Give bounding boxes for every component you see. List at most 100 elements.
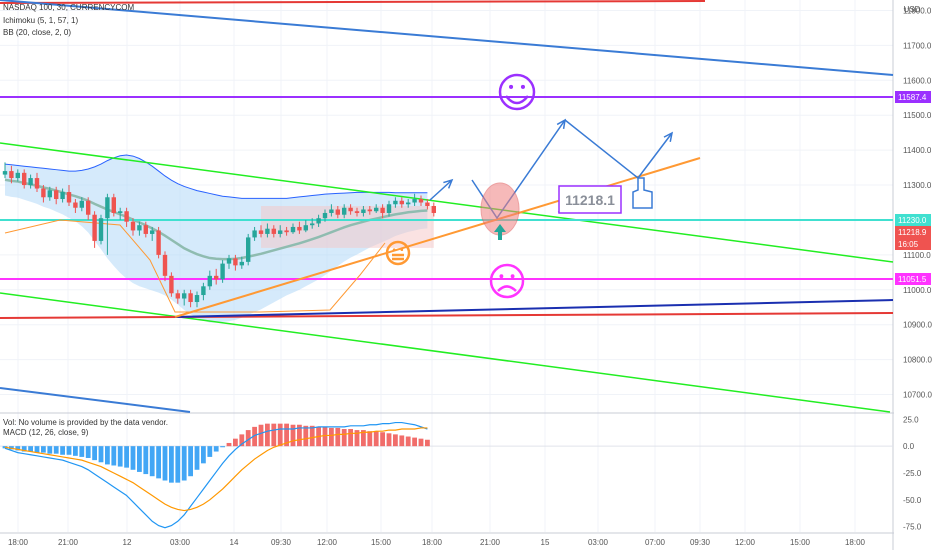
bb-mid-line bbox=[4, 178, 428, 261]
macd-histogram-bar bbox=[105, 446, 110, 465]
macd-histogram-bar bbox=[201, 446, 206, 464]
macd-histogram-bar bbox=[169, 446, 174, 483]
candle-body bbox=[239, 261, 244, 266]
candle-body bbox=[188, 293, 193, 303]
macd-tick-label: 25.0 bbox=[903, 415, 919, 424]
candle-body bbox=[124, 211, 129, 222]
candle-body bbox=[393, 200, 398, 205]
happy-face-icon bbox=[498, 73, 536, 111]
sad-face-icon-mouth bbox=[497, 285, 517, 292]
macd-histogram-bar bbox=[156, 446, 161, 479]
bollinger-band-fill bbox=[4, 154, 434, 323]
blue-channel-bottom bbox=[0, 387, 191, 413]
time-tick-label: 12 bbox=[123, 538, 132, 547]
time-tick-label: 21:00 bbox=[480, 538, 501, 547]
bollinger-fill bbox=[5, 155, 428, 323]
time-tick-label: 09:30 bbox=[690, 538, 711, 547]
candle-body bbox=[425, 202, 430, 206]
legend-ichimoku[interactable]: Ichimoku (5, 1, 57, 1) bbox=[3, 16, 79, 25]
macd-histogram-bar bbox=[21, 446, 27, 452]
candle-body bbox=[41, 188, 46, 198]
candle-body bbox=[182, 293, 187, 299]
happy-face-icon-face bbox=[498, 73, 536, 111]
macd-pane bbox=[0, 421, 893, 529]
candle-body bbox=[348, 207, 353, 212]
candle-body bbox=[271, 228, 276, 234]
macd-histogram-bar bbox=[73, 446, 78, 456]
macd-histogram-bar bbox=[149, 446, 155, 477]
macd-histogram-bar bbox=[111, 446, 117, 466]
macd-histogram-bar bbox=[117, 446, 123, 467]
sad-face-icon-eye bbox=[510, 274, 515, 279]
candle-body bbox=[329, 209, 334, 213]
macd-histogram-bar bbox=[335, 427, 341, 447]
candle-body bbox=[233, 258, 238, 266]
macd-histogram-bar bbox=[175, 446, 181, 483]
annotation-label: 11218.1 bbox=[565, 192, 615, 208]
legend-macd[interactable]: MACD (12, 26, close, 9) bbox=[3, 428, 89, 437]
macd-tick-label: -50.0 bbox=[903, 496, 922, 505]
macd-histogram-bar bbox=[28, 446, 33, 452]
legend-symbol[interactable]: NASDAQ 100, 30, CURRENCYCOM bbox=[3, 3, 135, 12]
time-tick-label: 07:00 bbox=[645, 538, 666, 547]
price-tick-label: 11500.0 bbox=[903, 111, 932, 120]
macd-histogram-bar bbox=[130, 446, 136, 470]
macd-histogram-bar bbox=[373, 431, 379, 447]
candle-body bbox=[9, 171, 14, 179]
candle-body bbox=[207, 275, 212, 287]
candle-body bbox=[28, 178, 33, 186]
macd-histogram-bar bbox=[399, 435, 405, 447]
candle-body bbox=[22, 172, 27, 186]
macd-histogram-bar bbox=[380, 432, 385, 447]
bb-upper-line bbox=[4, 154, 428, 199]
candle-body bbox=[54, 190, 59, 200]
sad-face-icon bbox=[489, 263, 525, 299]
macd-histogram-bar bbox=[418, 438, 424, 447]
macd-histogram-bar bbox=[393, 434, 398, 447]
candle-body bbox=[278, 230, 283, 234]
legend-vol[interactable]: Vol: No volume is provided by the data v… bbox=[3, 418, 168, 427]
candle-body bbox=[226, 258, 232, 264]
price-tick-label: 11300.0 bbox=[903, 181, 932, 190]
macd-histogram-bar bbox=[303, 425, 309, 447]
macd-histogram-bar bbox=[98, 446, 104, 463]
macd-histogram-bar bbox=[386, 433, 392, 447]
candle-body bbox=[380, 207, 385, 213]
happy-face-icon-eye bbox=[509, 84, 514, 89]
price-tick-label: 11600.0 bbox=[903, 76, 932, 85]
candle-body bbox=[201, 286, 206, 296]
macd-histogram-bar bbox=[53, 446, 59, 454]
legend-bb[interactable]: BB (20, close, 2, 0) bbox=[3, 28, 72, 37]
candle-body bbox=[361, 209, 366, 213]
candle-body bbox=[34, 178, 40, 189]
macd-histogram-bar bbox=[60, 446, 65, 455]
macd-histogram-bar bbox=[277, 423, 283, 447]
candle-body bbox=[66, 192, 72, 203]
macd-histogram-bar bbox=[233, 438, 238, 447]
macd-histogram-bar bbox=[41, 446, 46, 453]
time-tick-label: 12:00 bbox=[317, 538, 338, 547]
annotation-box bbox=[558, 185, 622, 214]
candle-body bbox=[118, 211, 123, 213]
time-axis: 18:00 21:00 12 03:00 14 09:30 12:00 15:00 18:00 2… bbox=[8, 538, 866, 547]
green-channel-bottom bbox=[0, 292, 891, 413]
candle-body bbox=[15, 172, 20, 179]
projection-arrow-1 bbox=[429, 179, 453, 201]
neutral-face-icon-eye bbox=[400, 248, 404, 252]
macd-histogram-bar bbox=[239, 434, 245, 447]
macd-histogram-bar bbox=[194, 446, 200, 470]
orange-trend-line bbox=[174, 157, 701, 318]
candle-body bbox=[412, 199, 417, 203]
neutral-face-icon-mouth bbox=[392, 253, 404, 261]
ichimoku-conversion-line bbox=[4, 219, 386, 313]
macd-histogram-bar bbox=[348, 429, 353, 447]
macd-histogram-bar bbox=[341, 429, 347, 447]
macd-histogram-bar bbox=[226, 442, 232, 447]
macd-histogram-bar bbox=[361, 430, 366, 447]
candle-body bbox=[316, 218, 321, 224]
navy-trend-line bbox=[174, 299, 894, 318]
candle-body bbox=[194, 295, 200, 303]
sad-face-icon-face bbox=[489, 263, 525, 299]
candle-body bbox=[399, 200, 404, 205]
